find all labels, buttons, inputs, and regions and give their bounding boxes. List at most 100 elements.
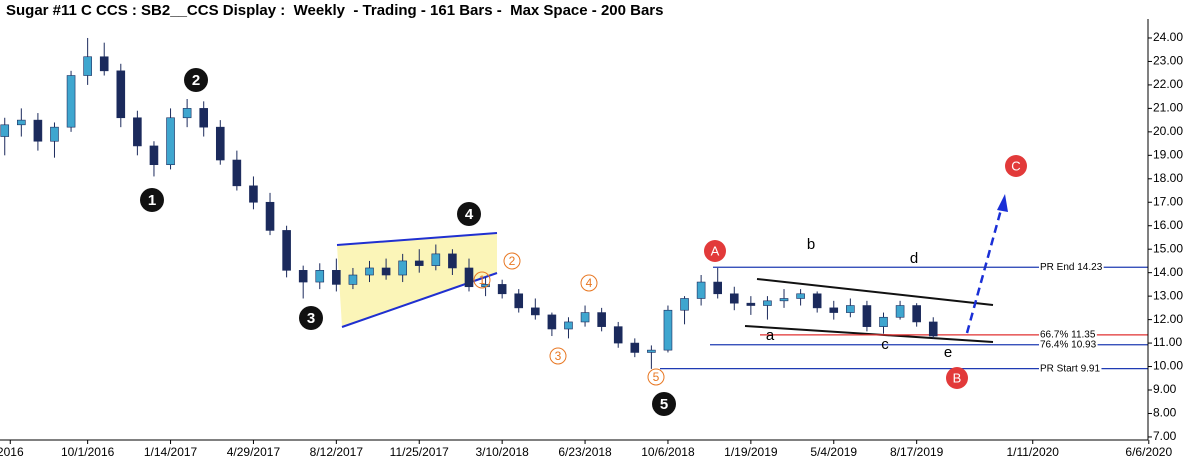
candle-body — [99, 56, 109, 72]
candle-body — [199, 108, 209, 128]
wave-label: 4 — [465, 206, 474, 223]
candle-body — [746, 302, 756, 306]
candle-body — [912, 305, 921, 323]
candle-body — [663, 309, 673, 351]
trend-line — [756, 278, 994, 306]
candle-body — [348, 274, 358, 285]
subwave-labels — [473, 252, 665, 386]
abc-circle — [1005, 155, 1027, 177]
candle-body — [779, 298, 789, 302]
candle-body — [50, 126, 59, 142]
wave-label: 5 — [660, 396, 668, 413]
wave-label: 1 — [148, 192, 156, 209]
plot-area — [336, 194, 1148, 370]
x-tick-label: 3/10/2018 — [475, 445, 529, 459]
trend-line — [744, 325, 994, 343]
candle-body — [315, 270, 325, 283]
x-tick-label: 10/6/2018 — [641, 445, 695, 459]
subwave-circle — [503, 252, 521, 270]
candle-body — [879, 316, 888, 327]
y-tick-label: 20.00 — [1153, 124, 1183, 138]
candle-body — [66, 75, 76, 128]
level-label: 76.4% 10.93 — [1040, 339, 1097, 350]
subwave-circle — [549, 347, 567, 365]
wave-circle — [299, 306, 323, 330]
abc-label: A — [711, 243, 720, 258]
y-tick-label: 12.00 — [1153, 312, 1183, 326]
candle-body — [680, 298, 689, 311]
candle-body — [431, 253, 441, 266]
candle-body — [763, 300, 772, 306]
candle-body — [398, 260, 407, 276]
level-label-bg — [1039, 339, 1098, 351]
y-tick-label: 22.00 — [1153, 77, 1183, 91]
wave-labels: 1 2 3 4 5 — [140, 68, 676, 416]
candle-body — [630, 342, 640, 353]
y-tick-label: 8.00 — [1153, 406, 1177, 420]
candle-body — [166, 117, 175, 166]
candle-body — [812, 293, 822, 309]
wave-circle — [184, 68, 208, 92]
x-tick-label: 8/12/2017 — [310, 445, 364, 459]
candle-body — [33, 119, 43, 142]
x-tick-label: 1/14/2017 — [144, 445, 198, 459]
triangle-fill — [337, 233, 497, 327]
y-tick-label: 19.00 — [1153, 147, 1183, 161]
wave-label: 2 — [192, 72, 200, 89]
candle-body — [448, 253, 457, 269]
candle-body — [149, 145, 159, 166]
level-label: 66.7% 11.35 — [1040, 329, 1096, 340]
abc-label: C — [1011, 158, 1020, 173]
subwave-circle — [647, 368, 665, 386]
triangle-label: a — [766, 327, 775, 344]
candle-body — [497, 284, 507, 295]
candle-body — [862, 305, 872, 327]
subwave-label: 4 — [586, 276, 593, 290]
subwave-label: 2 — [509, 254, 516, 268]
y-tick-label: 21.00 — [1153, 101, 1183, 115]
candle-body — [696, 281, 706, 299]
candle-body — [249, 185, 258, 203]
x-tick-label: 1/11/2020 — [1006, 445, 1059, 459]
candle-body — [116, 70, 126, 119]
y-tick-label: 23.00 — [1153, 54, 1183, 68]
candle-body — [17, 119, 26, 126]
wave-circle — [140, 188, 164, 212]
candle-body — [215, 126, 225, 161]
x-tick-label: 11/25/2017 — [390, 445, 449, 459]
x-tick-label: 6/23/2018 — [558, 445, 612, 459]
candle-body — [829, 307, 839, 313]
candle-body — [464, 267, 474, 288]
y-tick-label: 14.00 — [1153, 265, 1183, 279]
abc-label: B — [953, 370, 962, 385]
y-tick-label: 10.00 — [1153, 359, 1183, 373]
candles — [0, 37, 938, 369]
candle-body — [265, 201, 275, 231]
candle-body — [83, 56, 92, 76]
triangle-label: b — [807, 236, 815, 253]
y-tick-label: 7.00 — [1153, 429, 1177, 443]
subwave-circle — [580, 274, 598, 292]
candle-body — [729, 293, 739, 304]
candle-body — [182, 108, 192, 119]
candle-body — [133, 117, 142, 147]
abc-circle — [704, 240, 726, 262]
chart-title: Sugar #11 C CCS : SB2__CCS Display : Wee… — [6, 2, 664, 19]
candle-body — [531, 307, 540, 316]
y-tick-label: 18.00 — [1153, 171, 1183, 185]
y-tick-label: 13.00 — [1153, 288, 1183, 302]
level-label-bg — [1039, 261, 1104, 273]
y-tick-label: 16.00 — [1153, 218, 1183, 232]
subwave-circle — [473, 271, 491, 289]
y-tick-label: 11.00 — [1153, 335, 1182, 349]
candle-body — [564, 321, 573, 330]
level-label-bg — [1039, 363, 1102, 375]
triangle-label: e — [944, 344, 952, 361]
candle-body — [597, 312, 606, 327]
candle-body — [0, 124, 10, 137]
x-tick-label: 5/4/2019 — [810, 445, 857, 459]
wave-circle — [652, 392, 676, 416]
y-tick-label: 9.00 — [1153, 382, 1177, 396]
candle-body — [796, 293, 805, 299]
subwave-label: 5 — [653, 370, 660, 384]
